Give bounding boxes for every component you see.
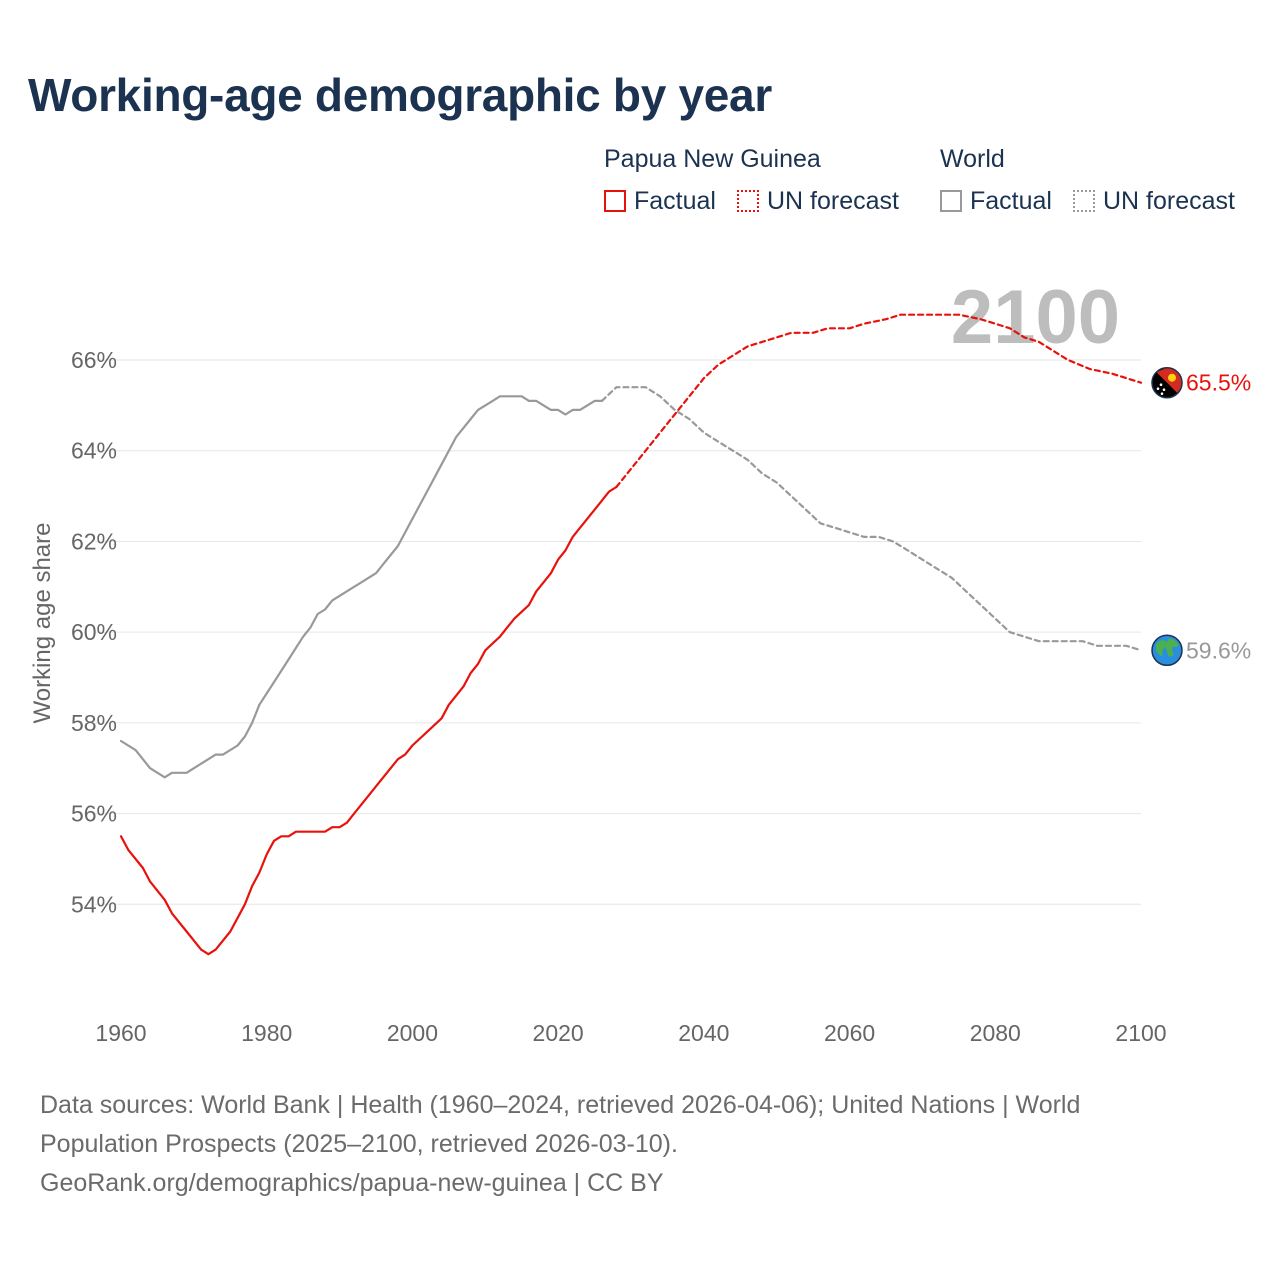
- png-end-value-label: 65.5%: [1186, 370, 1251, 396]
- y-tick-label: 64%: [71, 438, 117, 464]
- y-tick-label: 56%: [71, 801, 117, 827]
- line-chart: 2100 54% 56% 58% 60% 62% 64% 66% 1960 1980 2000 20…: [29, 275, 1251, 1046]
- y-tick-label: 62%: [71, 528, 117, 554]
- x-tick-label: 1960: [95, 1020, 146, 1046]
- y-axis-label: Working age share: [29, 523, 56, 724]
- page-title: Working-age demographic by year: [28, 69, 772, 121]
- y-tick-label: 60%: [71, 619, 117, 645]
- legend-swatch-world-factual: [940, 190, 962, 212]
- png-factual-line: [119, 485, 618, 956]
- x-tick-label: 2100: [1115, 1020, 1166, 1046]
- footer-line-2: Population Prospects (2025–2100, retriev…: [40, 1130, 678, 1158]
- legend-world-title: World: [940, 145, 1005, 173]
- world-factual-line: [119, 395, 603, 779]
- x-tick-label: 2040: [678, 1020, 729, 1046]
- png-forecast-line: [615, 313, 1143, 489]
- x-tick-label: 1980: [241, 1020, 292, 1046]
- legend-swatch-png-factual: [604, 190, 626, 212]
- legend-png-forecast[interactable]: UN forecast: [737, 186, 899, 216]
- x-tick-label: 2080: [970, 1020, 1021, 1046]
- legend-png-factual[interactable]: Factual: [604, 186, 716, 216]
- world-forecast-line: [600, 386, 1143, 652]
- legend-label: Factual: [970, 186, 1052, 215]
- x-tick-label: 2060: [824, 1020, 875, 1046]
- world-end-value-label: 59.6%: [1186, 637, 1251, 663]
- legend-swatch-png-forecast: [737, 190, 759, 212]
- globe-icon: [1151, 634, 1183, 667]
- legend-world-factual[interactable]: Factual: [940, 186, 1052, 216]
- y-tick-label: 58%: [71, 710, 117, 736]
- papua-new-guinea-flag-icon: [1151, 366, 1183, 399]
- legend-label: UN forecast: [1103, 186, 1235, 215]
- legend-world-forecast[interactable]: UN forecast: [1073, 186, 1235, 216]
- year-watermark: 2100: [951, 275, 1120, 360]
- legend-label: Factual: [634, 186, 716, 215]
- legend-swatch-world-forecast: [1073, 190, 1095, 212]
- y-tick-label: 66%: [71, 347, 117, 373]
- legend-label: UN forecast: [767, 186, 899, 215]
- y-tick-label: 54%: [71, 891, 117, 917]
- footer-line-3: GeoRank.org/demographics/papua-new-guine…: [40, 1169, 664, 1197]
- x-tick-label: 2000: [387, 1020, 438, 1046]
- legend-png-title: Papua New Guinea: [604, 145, 821, 173]
- footer-line-1: Data sources: World Bank | Health (1960–…: [40, 1091, 1081, 1119]
- footer-sources: Data sources: World Bank | Health (1960–…: [40, 1086, 1240, 1203]
- x-tick-label: 2020: [533, 1020, 584, 1046]
